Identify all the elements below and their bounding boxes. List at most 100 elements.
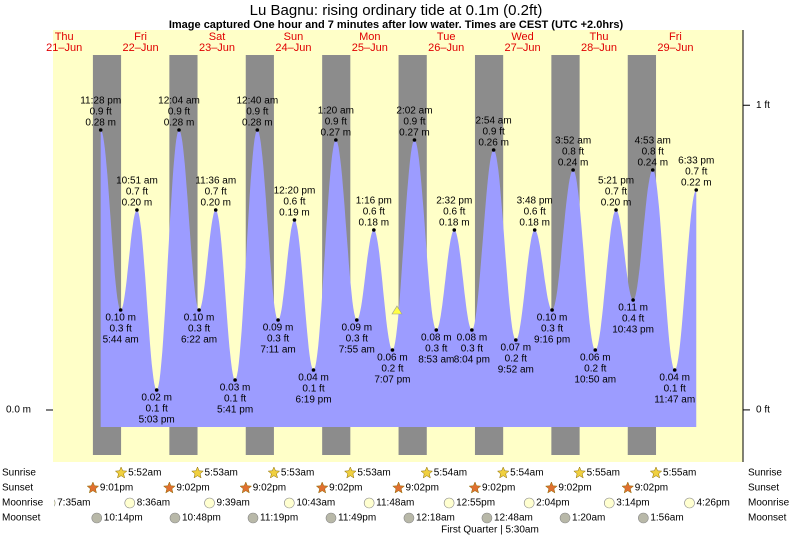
extreme-label: 7:11 am <box>260 345 295 356</box>
extreme-label: 3:52 am <box>555 136 591 147</box>
moonrise-icon <box>443 497 455 509</box>
extreme-point <box>532 228 537 232</box>
extreme-point <box>355 318 359 322</box>
day-date: 26–Jun <box>428 42 464 54</box>
extreme-label: 9:52 am <box>498 365 534 376</box>
row-label-bg <box>0 496 54 510</box>
extreme-point <box>292 218 297 222</box>
day-name: Sun <box>284 31 304 43</box>
row-label: Sunrise <box>2 468 36 479</box>
extreme-point <box>197 308 201 312</box>
extreme-point <box>372 228 376 232</box>
day-date: 29–Jun <box>657 42 693 54</box>
extreme-label: 11:28 pm <box>80 96 121 107</box>
extreme-label: 0.6 ft <box>283 197 305 208</box>
extreme-label: 2:02 am <box>396 106 432 117</box>
extreme-label: 0.6 ft <box>524 207 546 218</box>
event-time: 5:53am <box>281 468 314 479</box>
extreme-point <box>452 228 457 232</box>
extreme-label: 0.18 m <box>519 218 550 229</box>
extreme-label: 0.3 ft <box>110 324 132 335</box>
y-tick-label: 0.0 m <box>6 405 31 416</box>
extreme-label: 0.7 ft <box>605 187 627 198</box>
extreme-label: 8:53 am <box>418 355 454 366</box>
extreme-label: 0.20 m <box>601 198 632 209</box>
extreme-label: 0.09 m <box>342 323 373 334</box>
moonrise-icon <box>284 497 295 509</box>
event-time: 9:39am <box>217 498 250 509</box>
extreme-label: 0.19 m <box>279 208 310 219</box>
event-time: 9:02pm <box>329 483 362 494</box>
extreme-label: 0.04 m <box>298 373 329 384</box>
extreme-point <box>177 128 181 132</box>
extreme-label: 10:51 am <box>116 176 158 187</box>
moonset-icon <box>481 512 493 524</box>
extreme-label: 5:41 pm <box>217 405 253 416</box>
extreme-point <box>593 348 598 352</box>
extreme-label: 0.6 ft <box>443 207 465 218</box>
extreme-label: 6:33 pm <box>678 156 714 167</box>
sunrise-icon <box>496 466 510 479</box>
extreme-label: 0.9 ft <box>90 107 112 118</box>
day-name: Tue <box>437 31 456 43</box>
day-name: Fri <box>134 31 147 43</box>
event-time: 9:02pm <box>406 483 439 494</box>
extreme-label: 10:43 pm <box>612 325 654 336</box>
extreme-label: 0.3 ft <box>346 334 368 345</box>
extreme-label: 0.7 ft <box>126 187 148 198</box>
extreme-label: 2:54 am <box>476 116 512 127</box>
extreme-label: 0.09 m <box>263 323 294 334</box>
extreme-point <box>650 168 655 172</box>
row-label-right: Sunrise <box>748 468 782 479</box>
extreme-label: 7:07 pm <box>374 375 410 386</box>
day-name: Thu <box>55 31 74 43</box>
extreme-label: 0.8 ft <box>562 147 584 158</box>
extreme-label: 0.9 ft <box>325 117 347 128</box>
tide-area <box>100 130 697 427</box>
extreme-label: 0.11 m <box>618 303 648 314</box>
event-time: 5:55am <box>663 468 696 479</box>
sunset-icon <box>544 481 558 494</box>
extreme-label: 0.3 ft <box>541 324 563 335</box>
extreme-label: 0.27 m <box>399 128 430 139</box>
moonrise-icon <box>363 497 375 509</box>
day-date: 23–Jun <box>199 42 235 54</box>
day-name: Thu <box>590 31 609 43</box>
moonrise-icon <box>204 497 215 509</box>
extreme-label: 0.9 ft <box>403 117 425 128</box>
moonrise-icon <box>603 497 615 509</box>
sunset-icon <box>86 481 100 494</box>
extreme-label: 0.3 ft <box>461 344 483 355</box>
row-label-bg <box>0 511 54 525</box>
event-time: 3:14pm <box>616 498 649 509</box>
event-time: 10:14pm <box>104 513 143 524</box>
extreme-label: 0.28 m <box>164 118 195 129</box>
event-time: 11:48am <box>376 498 414 509</box>
extreme-label: 1:20 am <box>318 106 354 117</box>
extreme-point <box>98 128 103 132</box>
extreme-point <box>118 308 123 312</box>
extreme-label: 0.28 m <box>85 118 116 129</box>
extreme-label: 0.1 ft <box>224 394 246 405</box>
event-time: 5:55am <box>587 468 620 479</box>
moonset-icon <box>638 512 649 524</box>
extreme-label: 0.18 m <box>359 218 390 229</box>
extreme-label: 0.3 ft <box>425 344 447 355</box>
extreme-label: 0.28 m <box>242 118 273 129</box>
extreme-label: 5:21 pm <box>598 176 634 187</box>
event-time: 2:04pm <box>536 498 569 509</box>
event-time: 5:52am <box>128 468 161 479</box>
event-time: 1:56am <box>650 513 683 524</box>
row-label-right: Moonset <box>748 513 787 524</box>
extreme-label: 0.18 m <box>439 218 470 229</box>
sunset-icon <box>392 481 405 494</box>
extreme-label: 0.8 ft <box>642 147 664 158</box>
extreme-point <box>614 208 618 212</box>
extreme-label: 0.9 ft <box>246 107 268 118</box>
extreme-label: 11:36 am <box>195 176 236 187</box>
row-label: Sunset <box>2 483 33 494</box>
event-time: 12:18am <box>416 513 455 524</box>
sunset-icon <box>162 481 176 494</box>
extreme-label: 0.10 m <box>184 313 215 324</box>
extreme-label: 0.9 ft <box>168 107 190 118</box>
